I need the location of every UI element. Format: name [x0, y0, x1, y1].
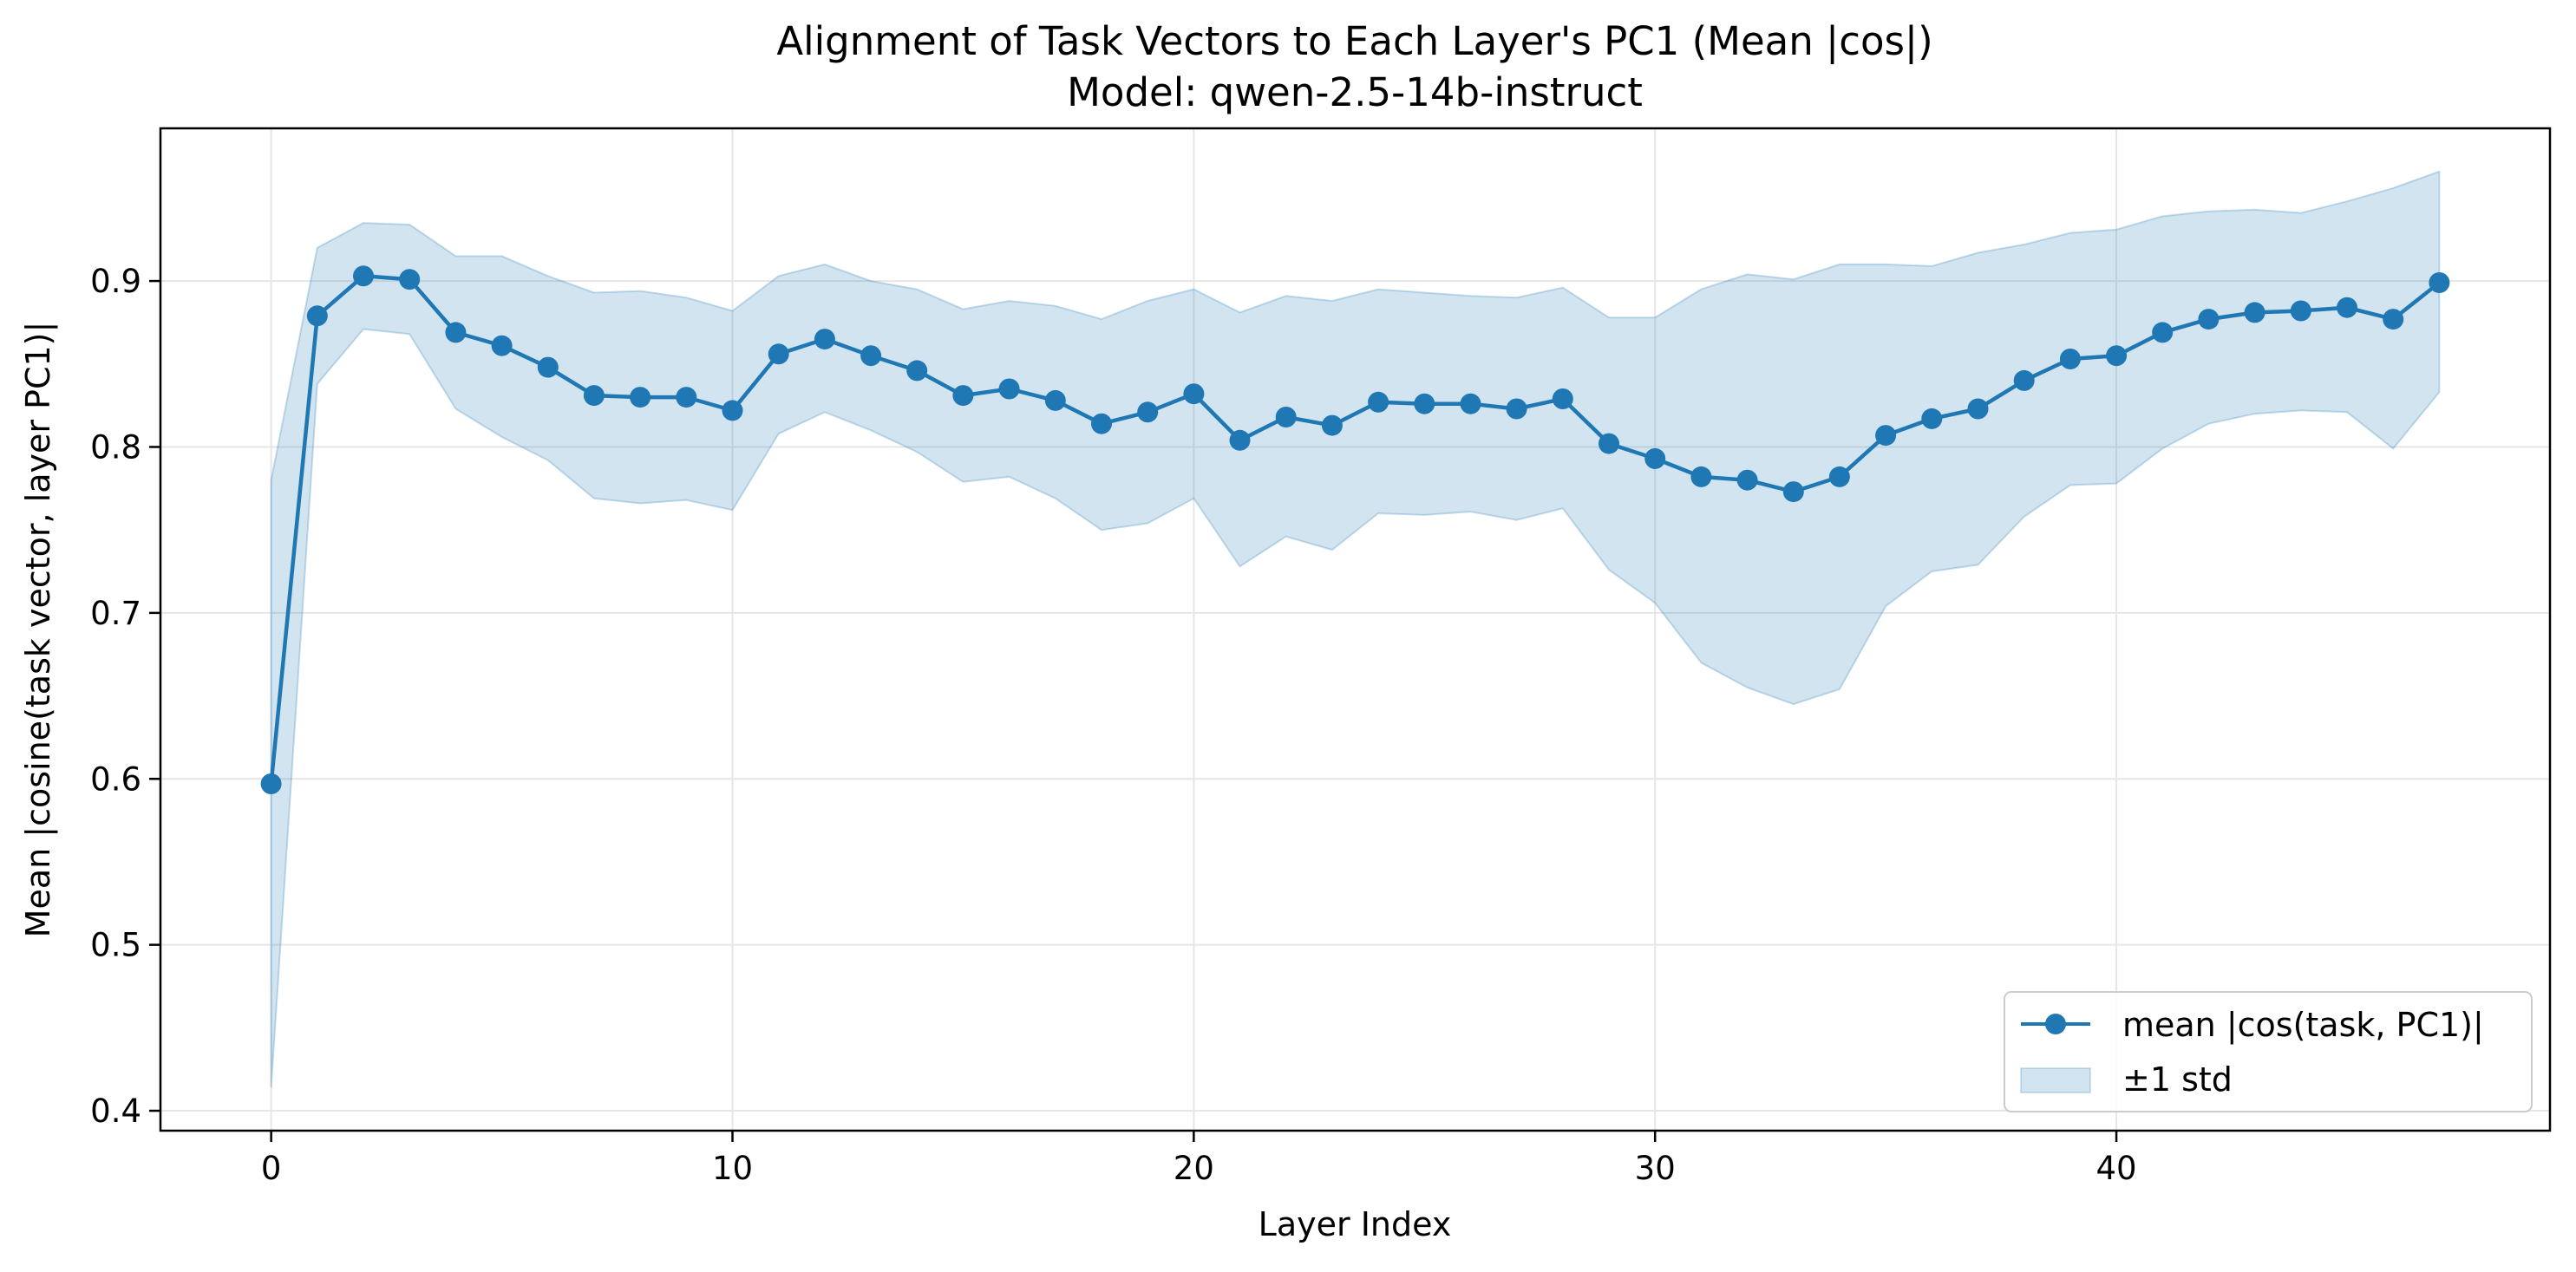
data-point: [952, 385, 974, 407]
x-tick-label: 20: [1174, 1150, 1214, 1187]
data-point: [630, 387, 651, 408]
data-point: [1506, 398, 1527, 420]
data-point: [1229, 429, 1251, 451]
x-tick-label: 10: [712, 1150, 753, 1187]
data-point: [1875, 425, 1897, 447]
data-point: [1644, 447, 1666, 469]
y-tick-label: 0.6: [90, 760, 141, 798]
data-point: [2337, 297, 2357, 318]
data-point: [814, 329, 835, 350]
data-point: [2198, 309, 2220, 330]
data-point: [2429, 272, 2450, 293]
data-point: [2106, 345, 2128, 367]
data-point: [1368, 391, 1389, 413]
data-point: [1599, 433, 1619, 454]
data-point: [722, 400, 743, 421]
data-point: [998, 378, 1020, 400]
std-band-layer: [270, 170, 2441, 1088]
data-point: [1690, 466, 1712, 487]
marker-layer: [260, 265, 2450, 794]
data-point: [399, 269, 421, 290]
x-axis-ticks: 0 10 20 30 40: [261, 1131, 2137, 1187]
data-point: [2290, 300, 2311, 322]
data-point: [768, 343, 789, 365]
y-tick-label: 0.4: [90, 1093, 141, 1130]
data-point: [306, 305, 328, 327]
data-point: [1967, 398, 1989, 420]
plot-frame: [159, 127, 2552, 1132]
data-point: [2152, 322, 2174, 343]
y-tick-label: 0.8: [90, 428, 141, 466]
legend-label-mean: mean |cos(task, PC1)|: [2122, 1006, 2484, 1045]
data-point: [445, 322, 467, 343]
data-point: [1736, 469, 1758, 491]
y-tick-label: 0.7: [90, 595, 141, 632]
x-tick-label: 40: [2096, 1150, 2137, 1187]
x-tick-label: 30: [1635, 1150, 1676, 1187]
std-band: [270, 170, 2441, 1088]
y-axis-ticks: 0.4 0.5 0.6 0.7 0.8 0.9: [90, 263, 160, 1130]
legend-label-std: ±1 std: [2122, 1060, 2233, 1099]
data-point: [2383, 309, 2404, 330]
data-point: [2013, 369, 2035, 391]
data-point: [260, 773, 282, 794]
data-point: [1414, 393, 1435, 414]
legend-band-swatch: [2020, 1067, 2091, 1093]
data-point: [537, 356, 559, 378]
data-point: [491, 335, 513, 356]
x-axis-label: Layer Index: [1259, 1205, 1452, 1243]
grid: [160, 128, 2550, 1131]
data-point: [1460, 393, 1481, 414]
y-tick-label: 0.9: [90, 263, 141, 300]
data-point: [1275, 407, 1297, 427]
legend: mean |cos(task, PC1)| ±1 std: [2004, 991, 2533, 1112]
data-point: [860, 345, 882, 367]
data-point: [1091, 413, 1112, 434]
data-point: [2059, 349, 2081, 369]
data-point: [1044, 389, 1066, 411]
data-point: [1921, 408, 1943, 429]
y-axis-label: Mean |cosine(task vector, layer PC1)|: [19, 322, 58, 938]
x-tick-label: 0: [261, 1150, 282, 1187]
data-point: [2244, 302, 2265, 323]
data-point: [583, 385, 605, 407]
chart-title: Alignment of Task Vectors to Each Layer'…: [776, 18, 1932, 64]
data-point: [906, 360, 928, 382]
legend-marker-swatch: [2045, 1014, 2066, 1034]
data-point: [1321, 414, 1343, 436]
data-point: [676, 387, 697, 408]
data-point: [1552, 388, 1573, 409]
chart-subtitle: Model: qwen-2.5-14b-instruct: [1067, 69, 1643, 115]
data-point: [1782, 481, 1804, 503]
data-point: [353, 265, 374, 287]
data-point: [1828, 466, 1850, 487]
legend-box: [2004, 991, 2533, 1112]
y-tick-label: 0.5: [90, 927, 141, 964]
data-point: [1183, 383, 1205, 405]
data-point: [1137, 401, 1159, 423]
